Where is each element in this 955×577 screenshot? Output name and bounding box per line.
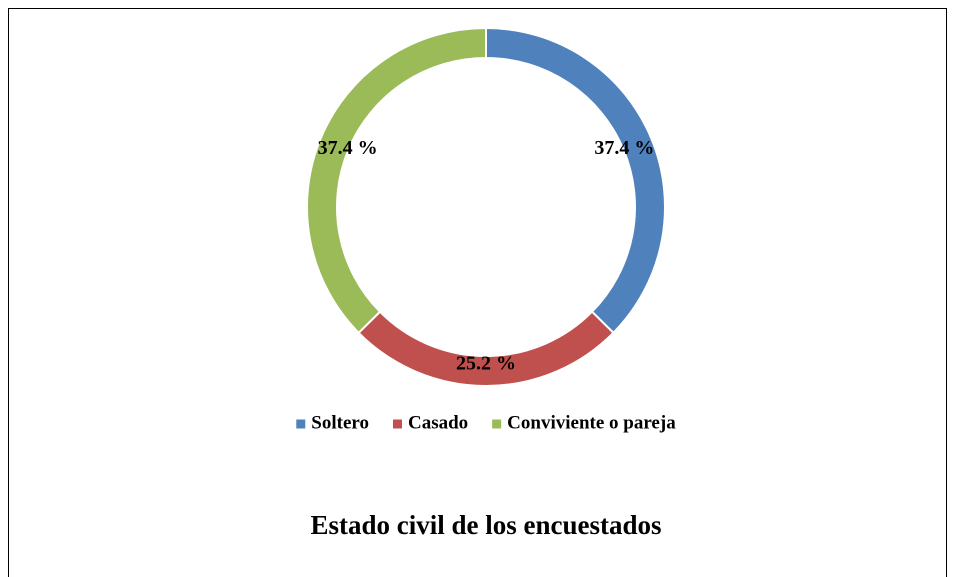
chart-title: Estado civil de los encuestados [310,510,661,540]
legend-swatch [296,419,306,429]
donut-segment [306,26,487,335]
legend-swatch [492,419,502,429]
legend-label: Soltero [311,412,369,433]
data-label: 37.4 % [594,137,654,159]
chart-frame [8,8,947,577]
data-label: 25.2 % [456,353,516,375]
legend-swatch [392,419,402,429]
data-label: 37.4 % [318,137,378,159]
legend-label: Conviviente o pareja [507,412,676,433]
legend-label: Casado [408,412,468,433]
